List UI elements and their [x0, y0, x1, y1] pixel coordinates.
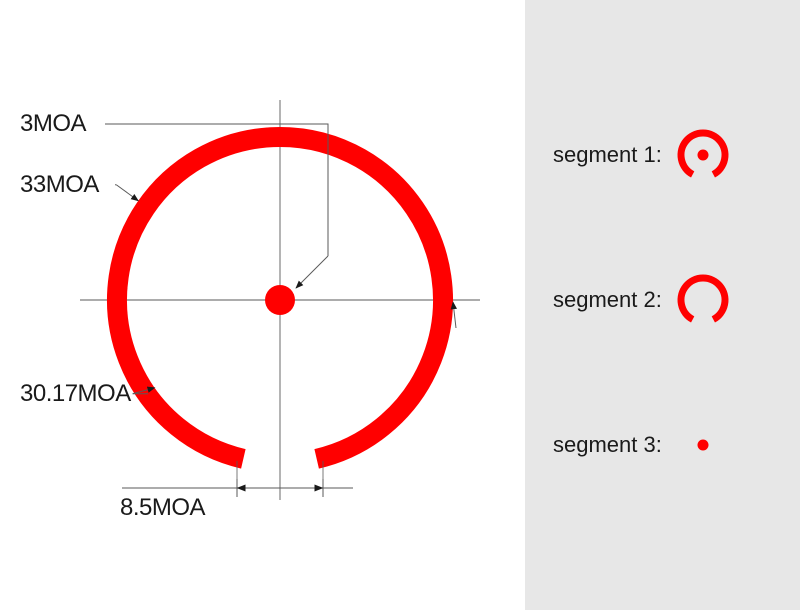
reticle-svg [0, 0, 525, 610]
segment-2-icon [674, 271, 732, 329]
label-30-17moa: 30.17MOA [20, 380, 131, 408]
segment-3-label: segment 3: [553, 432, 662, 458]
segment-2-label: segment 2: [553, 287, 662, 313]
segment-3-icon [674, 416, 732, 474]
segment-1-icon [674, 126, 732, 184]
segment-1-row: segment 1: [553, 126, 732, 184]
page: 3MOA 33MOA 30.17MOA 8.5MOA segment 1: se… [0, 0, 800, 610]
segment-2-row: segment 2: [553, 271, 732, 329]
label-3moa: 3MOA [20, 110, 86, 138]
segments-panel: segment 1: segment 2: segment 3: [525, 0, 800, 610]
main-diagram-panel: 3MOA 33MOA 30.17MOA 8.5MOA [0, 0, 525, 610]
segment-1-label: segment 1: [553, 142, 662, 168]
segment-3-row: segment 3: [553, 416, 732, 474]
label-33moa: 33MOA [20, 171, 99, 199]
label-8-5moa: 8.5MOA [120, 494, 205, 522]
